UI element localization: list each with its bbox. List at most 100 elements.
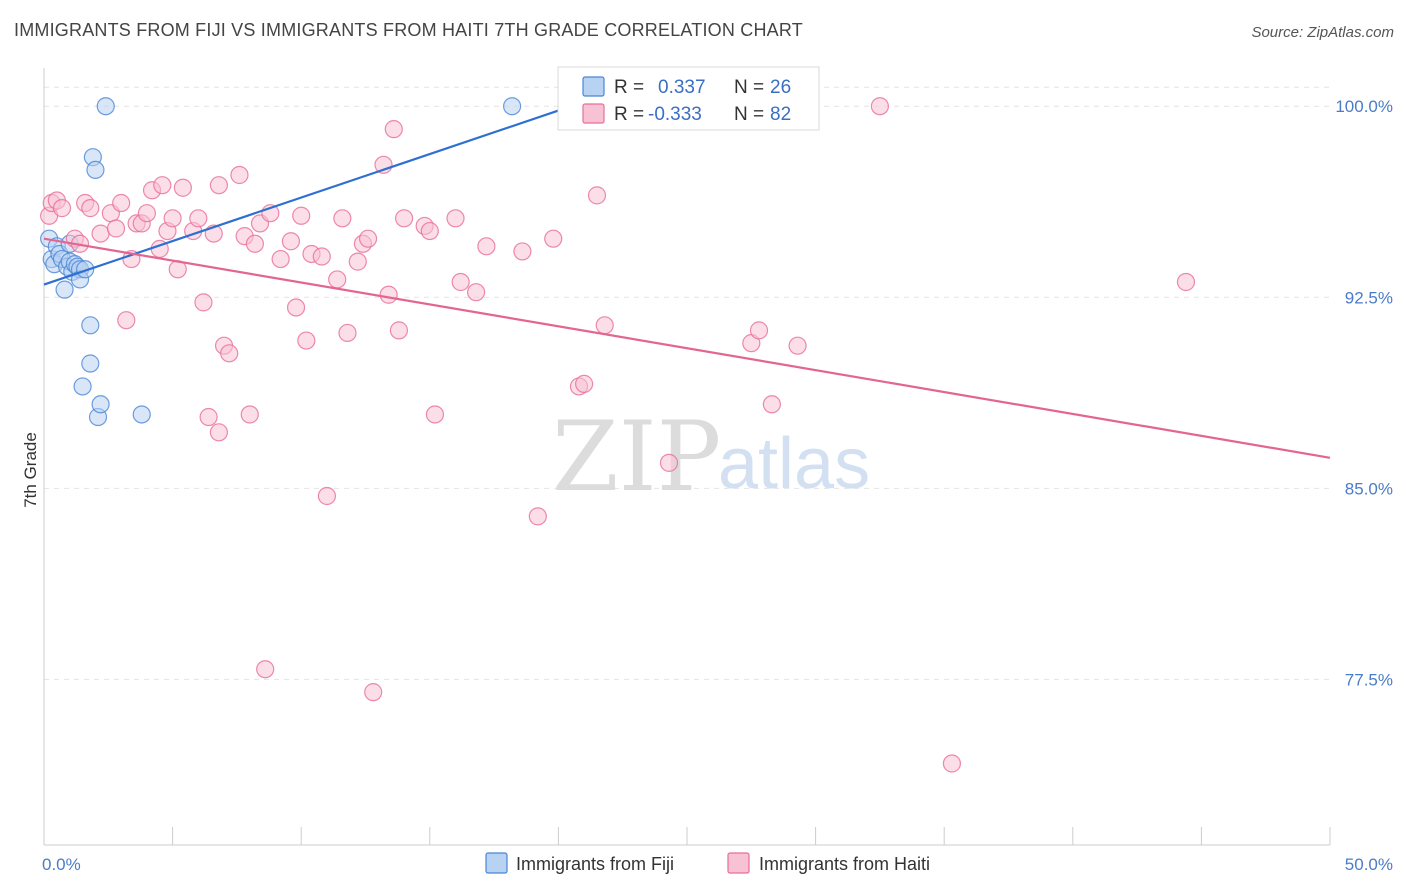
watermark-zip: ZIP: [552, 401, 721, 513]
haiti-point-39: [281, 232, 301, 251]
y-tick-label-0: 77.5%: [1345, 670, 1393, 689]
haiti-point-46: [328, 270, 347, 289]
haiti-point-44: [312, 247, 331, 266]
series-legend-label-fiji: Immigrants from Fiji: [516, 854, 674, 874]
x-tick-label-1: 50.0%: [1345, 855, 1393, 874]
haiti-point-36: [256, 660, 275, 679]
haiti-point-24: [189, 209, 208, 228]
haiti-point-7: [81, 199, 100, 218]
haiti-point-52: [364, 683, 383, 702]
haiti-point-57: [394, 209, 414, 228]
fiji-point-20: [86, 160, 105, 180]
haiti-point-31: [230, 165, 249, 185]
data-points: [40, 97, 1196, 773]
source-credit: Source: ZipAtlas.com: [1251, 24, 1394, 41]
haiti-point-48: [338, 323, 357, 343]
haiti-point-55: [384, 120, 403, 139]
haiti-point-63: [466, 283, 486, 302]
y-tick-label-1: 85.0%: [1345, 479, 1393, 498]
haiti-point-59: [420, 221, 439, 241]
y-tick-labels: 77.5% 85.0% 92.5% 100.0%: [1335, 97, 1393, 689]
legend-fiji-r-value: 0.337: [658, 77, 706, 98]
haiti-point-11: [112, 193, 131, 213]
haiti-point-45: [317, 486, 337, 506]
haiti-point-20: [163, 209, 182, 228]
haiti-point-26: [199, 407, 218, 427]
haiti-point-64: [477, 237, 496, 256]
haiti-point-47: [333, 209, 352, 228]
series-legend: Immigrants from Fiji Immigrants from Hai…: [485, 852, 930, 874]
haiti-point-40: [286, 298, 306, 317]
haiti-point-3: [52, 199, 72, 218]
series-legend-swatch-fiji: [485, 852, 508, 874]
y-tick-label-3: 100.0%: [1335, 97, 1393, 116]
haiti-point-28: [209, 423, 228, 442]
haiti-point-70: [587, 186, 607, 205]
axes: [43, 68, 1331, 846]
haiti-point-71: [595, 316, 614, 335]
fiji-point-17: [81, 316, 100, 335]
haiti-point-75: [762, 395, 781, 414]
haiti-point-30: [220, 344, 239, 363]
haiti-point-25: [194, 293, 213, 312]
haiti-point-62: [451, 272, 470, 292]
haiti-point-34: [245, 234, 265, 253]
haiti-point-67: [544, 229, 563, 248]
fiji-point-6: [55, 280, 74, 299]
legend-haiti-r-value: -0.333: [648, 104, 702, 125]
legend-haiti-n-label: N =: [734, 104, 764, 125]
fiji-point-23: [96, 97, 115, 116]
haiti-point-33: [240, 405, 259, 424]
haiti-point-12: [117, 311, 136, 330]
haiti-point-76: [788, 336, 807, 355]
haiti-point-74: [749, 321, 769, 340]
series-legend-swatch-haiti: [727, 852, 750, 874]
stats-legend: R = 0.337 N = 26 R = -0.333 N = 82: [557, 66, 820, 131]
haiti-point-10: [106, 219, 126, 238]
haiti-point-61: [446, 209, 465, 228]
y-axis-label: 7th Grade: [21, 432, 40, 508]
haiti-point-77: [870, 97, 890, 116]
legend-haiti-r-label: R =: [614, 104, 644, 125]
haiti-point-81: [209, 176, 228, 195]
haiti-point-22: [173, 178, 192, 197]
fiji-point-18: [81, 354, 100, 373]
x-tick-labels: 0.0% 50.0%: [42, 855, 1393, 874]
fiji-point-22: [91, 395, 110, 414]
haiti-point-72: [659, 453, 679, 472]
x-tick-label-0: 0.0%: [42, 855, 81, 874]
haiti-point-79: [1176, 272, 1196, 292]
haiti-point-41: [292, 206, 311, 225]
haiti-point-38: [271, 249, 290, 269]
chart-title: IMMIGRANTS FROM FIJI VS IMMIGRANTS FROM …: [14, 20, 803, 40]
legend-swatch-fiji: [582, 76, 605, 97]
haiti-point-8: [91, 224, 110, 243]
fiji-point-16: [76, 260, 95, 279]
haiti-point-80: [153, 176, 172, 195]
trend-lines: [43, 105, 1331, 459]
haiti-trend-line: [43, 237, 1331, 459]
legend-fiji-n-label: N =: [734, 77, 764, 98]
fiji-point-25: [503, 97, 522, 116]
haiti-point-60: [425, 405, 445, 424]
haiti-point-56: [389, 321, 409, 340]
series-legend-label-haiti: Immigrants from Haiti: [759, 854, 930, 874]
fiji-trend-line: [43, 105, 572, 286]
haiti-point-16: [137, 204, 156, 223]
haiti-point-49: [348, 252, 367, 271]
haiti-point-42: [297, 331, 316, 350]
haiti-point-51: [358, 229, 378, 248]
legend-swatch-haiti: [582, 103, 605, 124]
fiji-point-24: [132, 405, 151, 424]
legend-haiti-n-value: 82: [770, 104, 791, 125]
legend-fiji-n-value: 26: [770, 77, 791, 98]
haiti-point-69: [575, 374, 594, 393]
watermark-atlas: atlas: [718, 424, 870, 504]
haiti-point-54: [379, 285, 398, 304]
haiti-point-65: [513, 242, 532, 261]
y-tick-label-2: 92.5%: [1345, 288, 1393, 307]
fiji-point-15: [73, 377, 92, 396]
haiti-point-66: [528, 507, 547, 526]
legend-fiji-r-label: R =: [614, 77, 644, 98]
